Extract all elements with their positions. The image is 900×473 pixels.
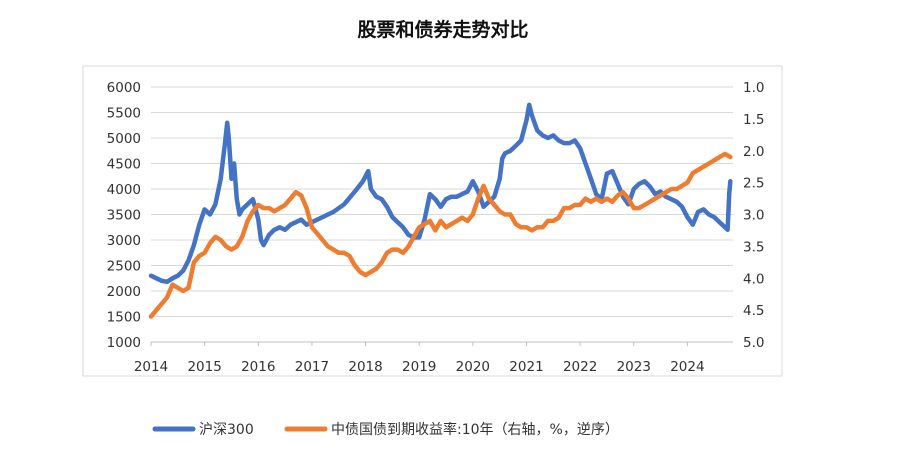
y-left-tick-label: 2000 bbox=[107, 284, 141, 300]
series-layer bbox=[148, 102, 733, 319]
y-right-tick-label: 3.5 bbox=[743, 239, 764, 255]
series-line-csi300 bbox=[148, 102, 733, 285]
x-tick-label: 2023 bbox=[617, 359, 651, 375]
plot-frame bbox=[82, 65, 783, 377]
x-tick-label: 2014 bbox=[134, 359, 168, 375]
x-tick-label: 2020 bbox=[456, 359, 490, 375]
y-left-tick-label: 3500 bbox=[107, 208, 141, 224]
y-right-tick-label: 4.5 bbox=[743, 303, 764, 319]
y-left-tick-label: 4500 bbox=[107, 157, 141, 173]
y-left-tick-label: 3000 bbox=[107, 233, 141, 249]
y-left-tick-label: 1000 bbox=[107, 335, 141, 351]
y-left-tick-label: 4000 bbox=[107, 182, 141, 198]
x-tick-label: 2024 bbox=[670, 359, 704, 375]
legend: 沪深300 中债国债到期收益率:10年（右轴，%，逆序） bbox=[152, 421, 619, 438]
x-tick-label: 2021 bbox=[509, 359, 543, 375]
x-tick-label: 2019 bbox=[402, 359, 436, 375]
x-tick-label: 2016 bbox=[241, 359, 275, 375]
y-left-tick-label: 2500 bbox=[107, 259, 141, 275]
x-tick-label: 2017 bbox=[295, 359, 329, 375]
chart-title: 股票和债券走势对比 bbox=[357, 18, 528, 41]
y-right-tick-label: 1.0 bbox=[743, 80, 764, 96]
y-right-tick-label: 5.0 bbox=[743, 335, 764, 351]
y-right-tick-label: 2.0 bbox=[743, 144, 764, 160]
x-axis: 2014 2015 2016 2017 2018 2019 2020 2021 2022 2023… bbox=[134, 342, 705, 375]
x-tick-label: 2022 bbox=[563, 359, 597, 375]
y-left-tick-label: 5000 bbox=[107, 131, 141, 147]
series-line-bond-yield bbox=[148, 151, 733, 319]
left-axis: 6000 5500 5000 4500 4000 3500 3000 2500 2000 1500… bbox=[107, 80, 141, 351]
x-tick-label: 2015 bbox=[187, 359, 221, 375]
right-axis: 1.0 1.5 2.0 2.5 3.0 3.5 4.0 4.5 5.0 bbox=[743, 80, 764, 351]
y-right-tick-label: 3.0 bbox=[743, 208, 764, 224]
y-right-tick-label: 1.5 bbox=[743, 112, 764, 128]
legend-label-bond-yield: 中债国债到期收益率:10年（右轴，%，逆序） bbox=[331, 421, 619, 438]
y-left-tick-label: 6000 bbox=[107, 80, 141, 96]
y-left-tick-label: 1500 bbox=[107, 310, 141, 326]
x-tick-label: 2018 bbox=[348, 359, 382, 375]
y-right-tick-label: 4.0 bbox=[743, 271, 764, 287]
y-right-tick-label: 2.5 bbox=[743, 176, 764, 192]
y-left-tick-label: 5500 bbox=[107, 106, 141, 122]
legend-label-csi300: 沪深300 bbox=[199, 422, 254, 438]
